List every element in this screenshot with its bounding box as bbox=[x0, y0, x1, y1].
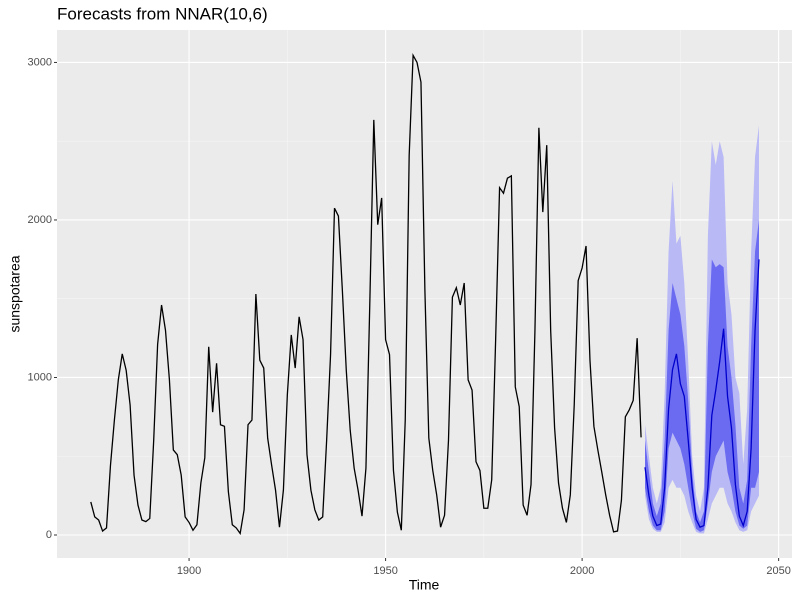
forecast-line bbox=[644, 259, 760, 528]
interval-80 bbox=[645, 219, 759, 532]
y-tick-label: 1000 bbox=[28, 371, 52, 383]
y-tick-label: 3000 bbox=[28, 56, 52, 68]
y-tick-label: 2000 bbox=[28, 214, 52, 226]
grid bbox=[57, 30, 792, 558]
x-axis-label: Time bbox=[409, 577, 440, 593]
chart-title: Forecasts from NNAR(10,6) bbox=[57, 4, 268, 23]
marks bbox=[90, 53, 760, 536]
y-tick-label: 0 bbox=[46, 529, 52, 541]
x-tick-label: 1900 bbox=[177, 565, 201, 577]
x-tick-label: 2050 bbox=[766, 565, 790, 577]
x-tick-label: 1950 bbox=[373, 565, 397, 577]
history-line bbox=[90, 53, 642, 536]
x-tick-label: 2000 bbox=[570, 565, 594, 577]
y-axis-label: sunspotarea bbox=[7, 255, 23, 332]
